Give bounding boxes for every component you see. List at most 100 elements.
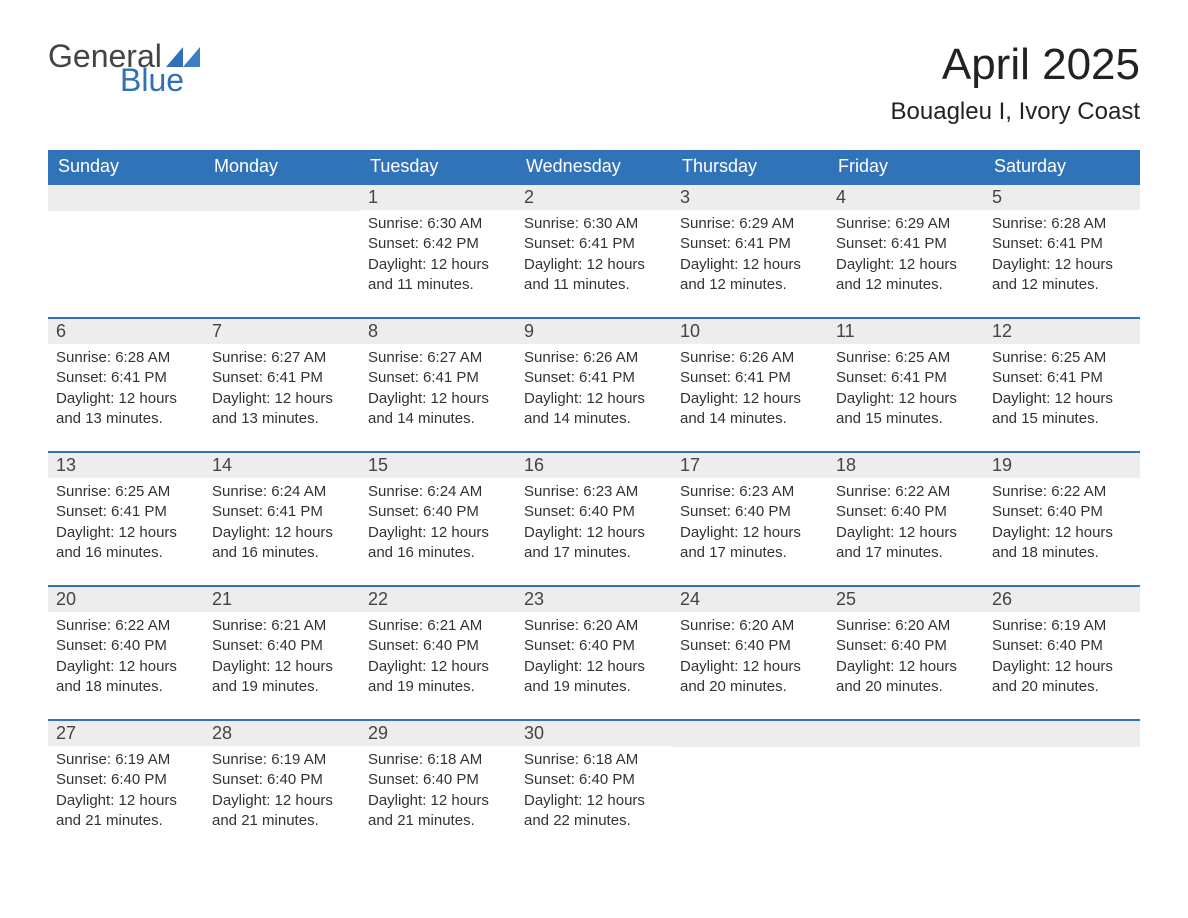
daylight-text-1: Daylight: 12 hours	[680, 389, 820, 409]
day-content: Sunrise: 6:20 AMSunset: 6:40 PMDaylight:…	[828, 612, 984, 707]
daylight-text-2: and 21 minutes.	[56, 811, 196, 831]
day-cell	[204, 185, 360, 317]
calendar: SundayMondayTuesdayWednesdayThursdayFrid…	[48, 150, 1140, 853]
sunrise-text: Sunrise: 6:21 AM	[368, 616, 508, 636]
day-number: 28	[204, 721, 360, 746]
daylight-text-1: Daylight: 12 hours	[212, 657, 352, 677]
empty-day-bar	[984, 721, 1140, 747]
sunrise-text: Sunrise: 6:28 AM	[56, 348, 196, 368]
day-cell	[48, 185, 204, 317]
sunset-text: Sunset: 6:40 PM	[212, 770, 352, 790]
day-content: Sunrise: 6:20 AMSunset: 6:40 PMDaylight:…	[516, 612, 672, 707]
sunrise-text: Sunrise: 6:19 AM	[212, 750, 352, 770]
sunrise-text: Sunrise: 6:28 AM	[992, 214, 1132, 234]
day-cell	[672, 721, 828, 853]
day-cell: 1Sunrise: 6:30 AMSunset: 6:42 PMDaylight…	[360, 185, 516, 317]
day-content: Sunrise: 6:28 AMSunset: 6:41 PMDaylight:…	[48, 344, 204, 439]
day-cell: 15Sunrise: 6:24 AMSunset: 6:40 PMDayligh…	[360, 453, 516, 585]
day-number: 4	[828, 185, 984, 210]
daylight-text-1: Daylight: 12 hours	[212, 791, 352, 811]
day-cell: 19Sunrise: 6:22 AMSunset: 6:40 PMDayligh…	[984, 453, 1140, 585]
day-number: 30	[516, 721, 672, 746]
sunset-text: Sunset: 6:41 PM	[680, 368, 820, 388]
sunset-text: Sunset: 6:41 PM	[836, 234, 976, 254]
sunrise-text: Sunrise: 6:26 AM	[680, 348, 820, 368]
empty-day-bar	[828, 721, 984, 747]
day-number: 15	[360, 453, 516, 478]
daylight-text-2: and 12 minutes.	[836, 275, 976, 295]
day-number: 23	[516, 587, 672, 612]
daylight-text-1: Daylight: 12 hours	[992, 523, 1132, 543]
day-number: 29	[360, 721, 516, 746]
sunset-text: Sunset: 6:40 PM	[992, 636, 1132, 656]
sunrise-text: Sunrise: 6:27 AM	[212, 348, 352, 368]
month-title: April 2025	[891, 40, 1140, 90]
sunrise-text: Sunrise: 6:29 AM	[836, 214, 976, 234]
sunrise-text: Sunrise: 6:20 AM	[836, 616, 976, 636]
day-number: 5	[984, 185, 1140, 210]
daylight-text-1: Daylight: 12 hours	[212, 389, 352, 409]
day-number: 7	[204, 319, 360, 344]
sunrise-text: Sunrise: 6:19 AM	[56, 750, 196, 770]
day-content: Sunrise: 6:19 AMSunset: 6:40 PMDaylight:…	[984, 612, 1140, 707]
daylight-text-1: Daylight: 12 hours	[524, 523, 664, 543]
day-cell: 30Sunrise: 6:18 AMSunset: 6:40 PMDayligh…	[516, 721, 672, 853]
day-cell	[828, 721, 984, 853]
daylight-text-2: and 21 minutes.	[368, 811, 508, 831]
day-cell: 4Sunrise: 6:29 AMSunset: 6:41 PMDaylight…	[828, 185, 984, 317]
day-cell: 22Sunrise: 6:21 AMSunset: 6:40 PMDayligh…	[360, 587, 516, 719]
sunrise-text: Sunrise: 6:24 AM	[368, 482, 508, 502]
daylight-text-2: and 12 minutes.	[680, 275, 820, 295]
sunset-text: Sunset: 6:42 PM	[368, 234, 508, 254]
day-content: Sunrise: 6:21 AMSunset: 6:40 PMDaylight:…	[204, 612, 360, 707]
daylight-text-1: Daylight: 12 hours	[368, 657, 508, 677]
day-number: 10	[672, 319, 828, 344]
day-content: Sunrise: 6:22 AMSunset: 6:40 PMDaylight:…	[984, 478, 1140, 573]
sunset-text: Sunset: 6:40 PM	[680, 636, 820, 656]
day-number: 19	[984, 453, 1140, 478]
sunset-text: Sunset: 6:41 PM	[212, 368, 352, 388]
weekday-header: Sunday	[48, 150, 204, 183]
title-block: April 2025 Bouagleu I, Ivory Coast	[891, 40, 1140, 142]
day-cell: 16Sunrise: 6:23 AMSunset: 6:40 PMDayligh…	[516, 453, 672, 585]
sunrise-text: Sunrise: 6:20 AM	[524, 616, 664, 636]
day-number: 2	[516, 185, 672, 210]
weekday-header: Monday	[204, 150, 360, 183]
sunset-text: Sunset: 6:40 PM	[368, 502, 508, 522]
day-content: Sunrise: 6:25 AMSunset: 6:41 PMDaylight:…	[984, 344, 1140, 439]
daylight-text-2: and 17 minutes.	[680, 543, 820, 563]
daylight-text-2: and 19 minutes.	[212, 677, 352, 697]
sunset-text: Sunset: 6:41 PM	[680, 234, 820, 254]
day-content: Sunrise: 6:24 AMSunset: 6:41 PMDaylight:…	[204, 478, 360, 573]
day-cell: 27Sunrise: 6:19 AMSunset: 6:40 PMDayligh…	[48, 721, 204, 853]
weekday-header-row: SundayMondayTuesdayWednesdayThursdayFrid…	[48, 150, 1140, 183]
week-row: 1Sunrise: 6:30 AMSunset: 6:42 PMDaylight…	[48, 183, 1140, 317]
daylight-text-1: Daylight: 12 hours	[992, 389, 1132, 409]
sunset-text: Sunset: 6:41 PM	[56, 502, 196, 522]
sunrise-text: Sunrise: 6:22 AM	[992, 482, 1132, 502]
daylight-text-1: Daylight: 12 hours	[524, 791, 664, 811]
daylight-text-1: Daylight: 12 hours	[524, 657, 664, 677]
day-content: Sunrise: 6:29 AMSunset: 6:41 PMDaylight:…	[672, 210, 828, 305]
daylight-text-2: and 20 minutes.	[836, 677, 976, 697]
day-content: Sunrise: 6:28 AMSunset: 6:41 PMDaylight:…	[984, 210, 1140, 305]
daylight-text-1: Daylight: 12 hours	[56, 389, 196, 409]
day-content: Sunrise: 6:19 AMSunset: 6:40 PMDaylight:…	[48, 746, 204, 841]
sunset-text: Sunset: 6:40 PM	[524, 636, 664, 656]
day-number: 3	[672, 185, 828, 210]
day-cell: 8Sunrise: 6:27 AMSunset: 6:41 PMDaylight…	[360, 319, 516, 451]
weekday-header: Wednesday	[516, 150, 672, 183]
daylight-text-2: and 14 minutes.	[368, 409, 508, 429]
sunset-text: Sunset: 6:40 PM	[368, 636, 508, 656]
daylight-text-1: Daylight: 12 hours	[524, 389, 664, 409]
daylight-text-1: Daylight: 12 hours	[212, 523, 352, 543]
weekday-header: Friday	[828, 150, 984, 183]
sunset-text: Sunset: 6:40 PM	[524, 770, 664, 790]
day-number: 6	[48, 319, 204, 344]
day-cell: 21Sunrise: 6:21 AMSunset: 6:40 PMDayligh…	[204, 587, 360, 719]
daylight-text-2: and 20 minutes.	[992, 677, 1132, 697]
daylight-text-1: Daylight: 12 hours	[992, 657, 1132, 677]
day-number: 17	[672, 453, 828, 478]
day-content: Sunrise: 6:22 AMSunset: 6:40 PMDaylight:…	[48, 612, 204, 707]
day-content: Sunrise: 6:26 AMSunset: 6:41 PMDaylight:…	[516, 344, 672, 439]
